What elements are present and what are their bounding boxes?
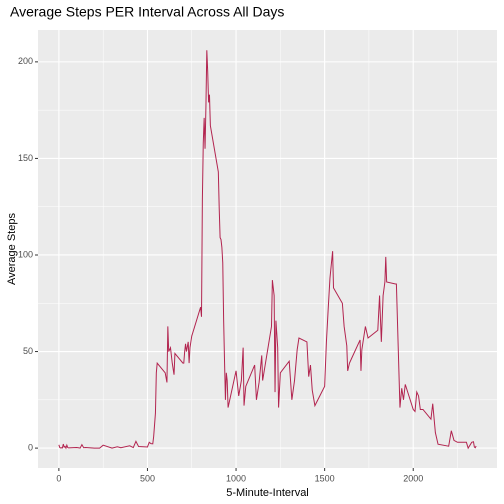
x-tick-label: 1000 — [226, 473, 246, 483]
y-axis-title: Average Steps — [6, 213, 18, 285]
y-tick-label: 0 — [28, 442, 33, 452]
y-tick-label: 150 — [18, 153, 33, 163]
chart-title: Average Steps PER Interval Across All Da… — [10, 4, 284, 20]
x-tick-label: 0 — [56, 473, 61, 483]
x-tick-label: 1500 — [315, 473, 335, 483]
y-tick-label: 200 — [18, 56, 33, 66]
line — [58, 50, 477, 450]
x-axis-title: 5-Minute-Interval — [226, 487, 309, 499]
panel — [38, 30, 497, 468]
y-tick-label: 100 — [18, 249, 33, 259]
x-tick-label: 500 — [140, 473, 155, 483]
x-tick-label: 2000 — [403, 473, 423, 483]
y-tick-label: 50 — [23, 346, 33, 356]
